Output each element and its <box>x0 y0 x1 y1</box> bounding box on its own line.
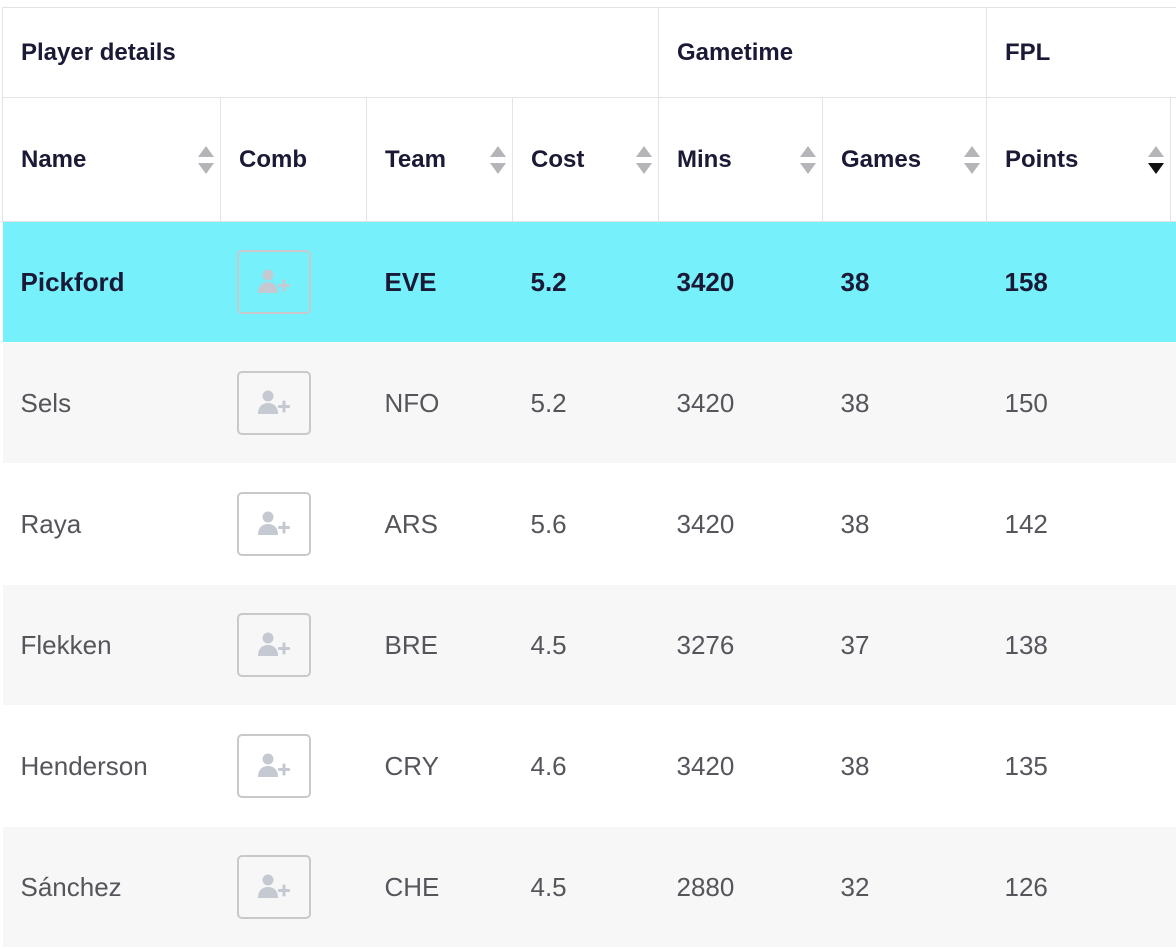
player-cost: 5.2 <box>512 342 659 464</box>
player-games: 38 <box>822 342 987 464</box>
column-header-points-label: Points <box>1005 145 1079 173</box>
comb-cell <box>220 705 367 827</box>
player-games: 32 <box>822 826 987 947</box>
player-cost: 4.5 <box>512 826 659 947</box>
sort-arrows-icon[interactable] <box>490 145 506 174</box>
table-row[interactable]: Sels NFO 5.2 3420 38 150 <box>2 342 1176 464</box>
overflow-cell <box>1170 584 1176 706</box>
add-user-icon <box>257 753 290 777</box>
table-row[interactable]: Pickford EVE 5.2 3420 38 158 <box>2 221 1176 343</box>
player-points: 150 <box>986 342 1171 464</box>
player-games: 38 <box>822 705 987 827</box>
player-games: 37 <box>822 584 987 706</box>
comb-cell <box>220 221 367 343</box>
player-mins: 2880 <box>658 826 823 947</box>
column-header-team-label: Team <box>385 145 446 173</box>
player-games: 38 <box>822 463 987 585</box>
add-user-icon <box>257 390 290 414</box>
player-mins: 3420 <box>658 342 823 464</box>
add-user-icon <box>257 269 290 293</box>
overflow-cell <box>1170 342 1176 464</box>
add-to-comparison-button[interactable] <box>236 855 311 919</box>
column-header-name[interactable]: Name <box>2 97 221 222</box>
player-stats-table: Player details Gametime FPL Name Comb Te… <box>1 7 1176 947</box>
player-cost: 5.2 <box>512 221 659 343</box>
comb-cell <box>220 584 367 706</box>
table-row[interactable]: Flekken BRE 4.5 3276 37 138 <box>2 584 1176 706</box>
column-header-team[interactable]: Team <box>366 97 513 222</box>
player-team: CHE <box>366 826 513 947</box>
player-name[interactable]: Pickford <box>2 221 221 343</box>
player-team: ARS <box>366 463 513 585</box>
player-name[interactable]: Henderson <box>2 705 221 827</box>
player-team: EVE <box>366 221 513 343</box>
overflow-cell <box>1170 705 1176 827</box>
player-team: BRE <box>366 584 513 706</box>
player-points: 135 <box>986 705 1171 827</box>
column-header-comb: Comb <box>220 97 367 222</box>
group-player-details: Player details <box>1 7 660 98</box>
group-fpl: FPL <box>986 7 1176 98</box>
group-gametime: Gametime <box>658 7 988 98</box>
sort-descending-icon[interactable] <box>1148 145 1165 174</box>
player-mins: 3276 <box>658 584 823 706</box>
column-header-games-label: Games <box>841 145 922 173</box>
player-team: NFO <box>366 342 513 464</box>
table-row[interactable]: Sánchez CHE 4.5 2880 32 126 <box>2 826 1176 947</box>
player-name[interactable]: Sánchez <box>2 826 221 947</box>
player-points: 158 <box>986 221 1171 343</box>
add-user-icon <box>257 632 290 656</box>
player-cost: 4.5 <box>512 584 659 706</box>
add-user-icon <box>257 874 290 898</box>
sort-arrows-icon[interactable] <box>198 145 214 174</box>
comb-cell <box>220 826 367 947</box>
table-body: Pickford EVE 5.2 3420 38 158 Sels <box>2 221 1176 947</box>
add-to-comparison-button[interactable] <box>236 492 311 556</box>
player-cost: 5.6 <box>512 463 659 585</box>
sort-arrows-icon[interactable] <box>964 145 981 174</box>
column-header-mins[interactable]: Mins <box>658 97 824 222</box>
add-to-comparison-button[interactable] <box>236 734 311 798</box>
player-mins: 3420 <box>658 463 823 585</box>
column-header-row: Name Comb Team Cost Mins <box>2 97 1176 222</box>
column-header-mins-label: Mins <box>677 145 732 173</box>
column-header-overflow <box>1170 97 1176 222</box>
column-header-points[interactable]: Points <box>986 97 1172 222</box>
table-row[interactable]: Henderson CRY 4.6 3420 38 135 <box>2 705 1176 827</box>
player-games: 38 <box>822 221 987 343</box>
overflow-cell <box>1170 826 1176 947</box>
player-name[interactable]: Sels <box>2 342 221 464</box>
column-header-cost[interactable]: Cost <box>511 97 660 222</box>
add-user-icon <box>257 511 290 535</box>
table-row[interactable]: Raya ARS 5.6 3420 38 142 <box>2 463 1176 585</box>
player-team: CRY <box>366 705 513 827</box>
comb-cell <box>220 342 367 464</box>
player-name[interactable]: Flekken <box>2 584 221 706</box>
column-group-row: Player details Gametime FPL <box>1 7 1176 98</box>
player-cost: 4.6 <box>512 705 659 827</box>
add-to-comparison-button[interactable] <box>236 371 311 435</box>
column-header-cost-label: Cost <box>531 145 585 173</box>
column-header-comb-label: Comb <box>239 145 307 173</box>
column-header-name-label: Name <box>21 145 87 173</box>
overflow-cell <box>1170 221 1176 343</box>
sort-arrows-icon[interactable] <box>636 145 653 174</box>
comb-cell <box>220 463 367 585</box>
column-header-games[interactable]: Games <box>822 97 988 222</box>
sort-arrows-icon[interactable] <box>800 145 817 174</box>
player-mins: 3420 <box>658 705 823 827</box>
overflow-cell <box>1170 463 1176 585</box>
player-mins: 3420 <box>658 221 823 343</box>
player-points: 138 <box>986 584 1171 706</box>
add-to-comparison-button[interactable] <box>236 250 311 314</box>
player-points: 142 <box>986 463 1171 585</box>
player-points: 126 <box>986 826 1171 947</box>
player-name[interactable]: Raya <box>2 463 221 585</box>
add-to-comparison-button[interactable] <box>236 613 311 677</box>
